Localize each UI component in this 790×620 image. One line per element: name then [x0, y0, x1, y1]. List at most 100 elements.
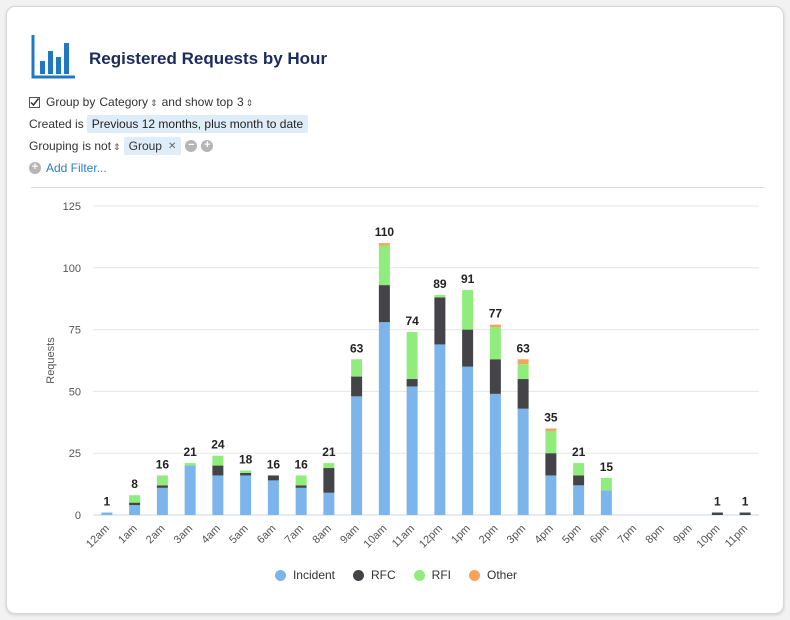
x-tick-label: 7am: [283, 523, 307, 547]
total-label: 89: [433, 277, 447, 291]
grouping-value-tag: Group ✕: [123, 137, 182, 155]
x-tick-label: 4am: [199, 523, 223, 547]
total-label: 74: [405, 314, 419, 328]
bar-rfi-1pm: [462, 290, 474, 330]
sort-arrows-icon: ⇕: [150, 98, 158, 108]
group-by-row: Group by Category ⇕ and show top 3 ⇕: [29, 93, 308, 111]
x-tick-label: 6am: [255, 523, 279, 547]
bar-incident-5am: [240, 475, 252, 515]
bar-rfi-12pm: [434, 294, 446, 298]
x-tick-label: 8pm: [643, 523, 667, 547]
grouping-operator-select[interactable]: is not ⇕: [82, 139, 121, 153]
bar-rfi-6pm: [600, 477, 612, 491]
bar-rfc-11am: [406, 379, 418, 387]
bar-rfc-1am: [129, 502, 141, 506]
x-tick-label: 12am: [84, 523, 112, 551]
bar-rfc-4pm: [545, 453, 557, 476]
total-label: 1: [742, 495, 749, 509]
total-label: 16: [267, 457, 281, 471]
minus-circle-icon[interactable]: −: [185, 140, 198, 152]
page-title: Registered Requests by Hour: [89, 49, 328, 68]
y-tick-label: 125: [63, 201, 81, 213]
y-tick-label: 50: [69, 386, 81, 398]
divider: [31, 187, 765, 188]
close-icon[interactable]: ✕: [167, 140, 177, 152]
x-tick-label: 3pm: [505, 523, 529, 547]
bar-incident-3am: [184, 465, 196, 515]
x-tick-label: 7pm: [616, 523, 640, 547]
bar-rfc-10am: [378, 285, 390, 323]
x-tick-label: 10pm: [695, 523, 723, 551]
created-label: Created is: [29, 117, 84, 131]
x-tick-label: 3am: [172, 523, 196, 547]
bar-rfi-3pm: [517, 364, 529, 380]
x-tick-label: 12pm: [417, 523, 445, 551]
x-tick-label: 11pm: [723, 523, 750, 550]
y-tick-label: 25: [69, 448, 81, 460]
add-filter-button[interactable]: + Add Filter...: [29, 161, 107, 175]
legend-item-rfc[interactable]: RFC: [353, 568, 396, 582]
plus-circle-icon[interactable]: +: [201, 140, 214, 152]
bar-rfi-1am: [129, 495, 141, 503]
bar-other-3pm: [517, 359, 529, 365]
total-label: 91: [461, 272, 475, 286]
legend-label: RFC: [371, 568, 396, 582]
group-by-select[interactable]: Category ⇕: [99, 95, 158, 109]
filter-panel: Group by Category ⇕ and show top 3 ⇕ Creat…: [29, 93, 309, 181]
total-label: 21: [572, 445, 586, 459]
bar-rfi-4pm: [545, 430, 557, 454]
legend-item-rfi[interactable]: RFI: [413, 568, 451, 582]
add-filter-label: Add Filter...: [46, 161, 107, 175]
created-value[interactable]: Previous 12 months, plus month to date: [86, 115, 309, 133]
bar-rfc-2am: [156, 485, 168, 488]
x-tick-label: 1pm: [449, 523, 473, 547]
bar-incident-6pm: [600, 490, 612, 515]
created-filter-row: Created is Previous 12 months, plus mont…: [29, 115, 309, 133]
bar-rfi-10am: [378, 245, 390, 286]
x-tick-label: 10am: [362, 523, 390, 551]
bar-rfc-4am: [212, 465, 224, 476]
chart-legend: Incident RFC RFI Other: [7, 568, 785, 582]
legend-item-incident[interactable]: Incident: [274, 568, 335, 582]
x-tick-label: 9am: [338, 523, 362, 547]
total-label: 21: [183, 445, 197, 459]
bar-incident-1am: [129, 505, 141, 515]
grouping-label: Grouping: [29, 139, 79, 153]
bar-rfc-2pm: [489, 359, 501, 394]
x-tick-label: 1am: [116, 523, 140, 547]
legend-label: Other: [487, 568, 518, 582]
add-filter-row: + Add Filter...: [29, 159, 308, 177]
grouping-value: Group: [128, 139, 162, 153]
bar-rfc-5pm: [573, 475, 585, 486]
bar-rfi-3am: [184, 463, 196, 466]
sort-arrows-icon: ⇕: [245, 98, 254, 108]
bar-rfc-3pm: [517, 379, 529, 409]
y-axis-label: Requests: [45, 337, 57, 384]
x-tick-label: 2pm: [477, 523, 501, 547]
show-top-select[interactable]: 3 ⇕: [237, 95, 254, 109]
total-label: 8: [131, 477, 138, 491]
bar-rfi-11am: [406, 332, 418, 380]
x-tick-label: 5am: [227, 523, 251, 547]
bar-incident-12pm: [434, 344, 446, 515]
legend-label: Incident: [292, 568, 335, 582]
total-label: 24: [211, 438, 225, 452]
checkbox-checked-icon[interactable]: [29, 96, 40, 108]
grouping-filter-row: Grouping is not ⇕ Group ✕ − +: [29, 137, 308, 155]
total-label: 15: [600, 460, 614, 474]
group-by-label: Group by: [46, 95, 96, 109]
bar-rfc-5am: [240, 472, 252, 476]
bar-incident-4pm: [545, 475, 557, 515]
x-tick-label: 6pm: [588, 523, 612, 547]
bar-rfi-7am: [295, 475, 307, 486]
bar-rfc-1pm: [462, 329, 474, 367]
legend-item-other[interactable]: Other: [469, 568, 517, 582]
total-label: 16: [294, 457, 308, 471]
y-tick-label: 100: [63, 263, 81, 275]
total-label: 110: [375, 225, 395, 239]
plus-circle-icon: +: [29, 162, 41, 174]
total-label: 16: [156, 457, 170, 471]
bar-rfi-8am: [323, 463, 335, 469]
bar-incident-7am: [295, 487, 307, 515]
x-tick-label: 4pm: [532, 523, 556, 547]
